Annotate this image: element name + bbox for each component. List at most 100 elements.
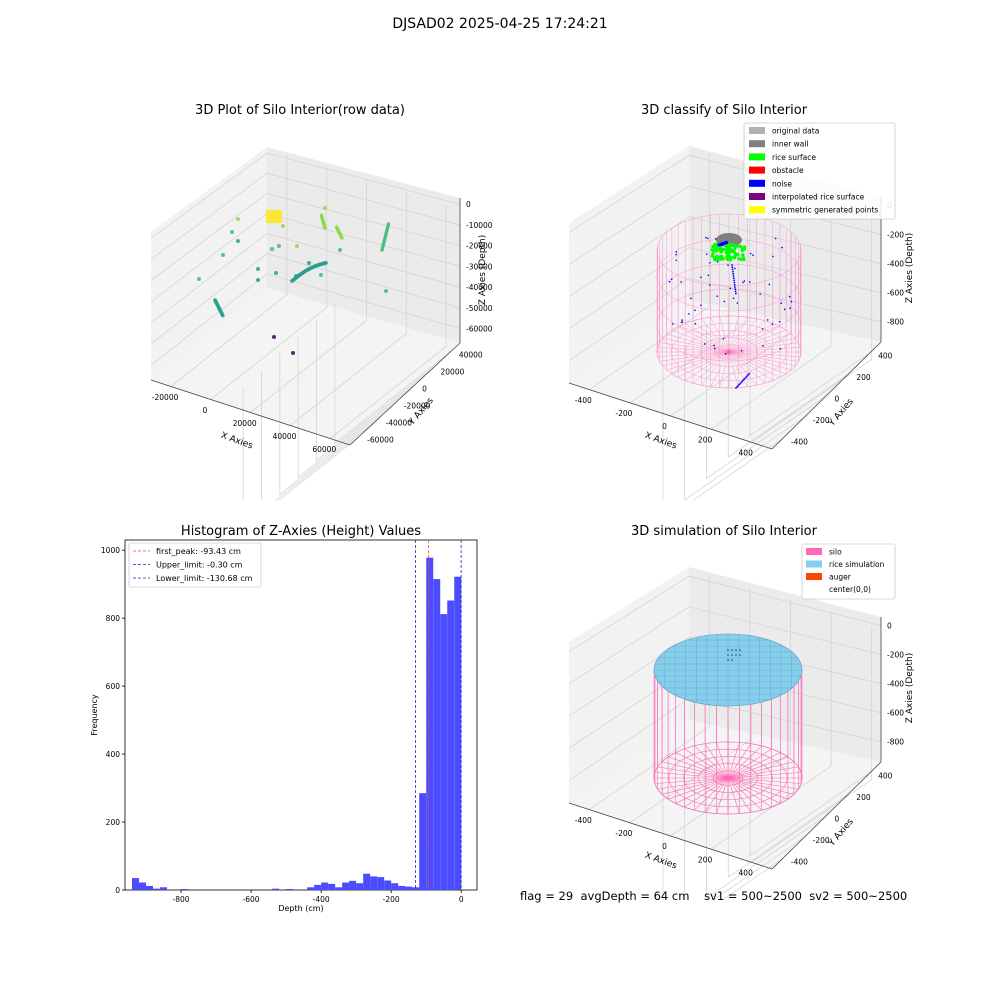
histogram-bar [356, 883, 364, 890]
classified-point [735, 387, 737, 389]
legend-label: auger [829, 573, 852, 582]
histogram-title: Histogram of Z-Axies (Height) Values [180, 524, 422, 539]
histogram-bar [272, 888, 280, 890]
z-tick-label: -400 [887, 680, 904, 689]
histogram-bar [342, 882, 350, 890]
raw-data-point [294, 274, 298, 278]
y-tick-label: 600 [106, 682, 121, 691]
x-axis-label: X Axies [643, 851, 678, 872]
x-tick-label: 400 [739, 869, 754, 878]
histogram-bar [419, 793, 427, 890]
z-tick-label: -30000 [466, 262, 493, 271]
auger-point [731, 654, 733, 656]
x-tick-label: 40000 [273, 432, 297, 441]
classified-point [694, 309, 696, 312]
raw-data-point [277, 244, 281, 248]
classified-point [731, 268, 734, 271]
y-tick-label: 400 [878, 352, 893, 361]
classified-point [670, 278, 673, 281]
histogram-bar [314, 884, 322, 890]
classified-point [734, 286, 736, 288]
classified-point [749, 281, 751, 283]
y-tick-label: -200 [813, 416, 830, 425]
raw-data-3d-plot: -20000 0 20000 40000 60000 40000 20000 0 -20000… [150, 147, 493, 500]
auger-point [735, 649, 737, 651]
histogram-bar [363, 873, 371, 890]
classified-point [734, 288, 737, 291]
classified-point [708, 284, 711, 286]
classify-legend: original data inner wall rice surface obsta… [743, 122, 896, 220]
classified-point [718, 255, 722, 259]
histogram-bar [377, 877, 385, 890]
y-tick-label: 40000 [459, 351, 483, 360]
classified-point [790, 300, 793, 303]
classified-point [707, 274, 710, 277]
legend-swatch [749, 153, 765, 161]
legend-swatch [749, 179, 765, 187]
classified-point [675, 251, 678, 253]
classified-point [743, 280, 746, 282]
x-tick-label: 20000 [233, 419, 257, 428]
x-axis-line [150, 379, 351, 446]
z-tick-label: -400 [887, 260, 904, 269]
x-tick-label: 0 [203, 406, 208, 415]
raw-data-point [319, 213, 324, 218]
legend-swatch [749, 193, 765, 200]
x-tick-label: -400 [575, 396, 592, 405]
simulation-legend: silo rice simulation auger center(0,0) [801, 543, 896, 600]
classified-point [719, 248, 723, 252]
y-tick-label: -60000 [367, 436, 394, 445]
classified-point [690, 297, 692, 300]
y-tick-label: 200 [856, 793, 871, 802]
classified-point [675, 253, 677, 256]
classified-point [732, 277, 735, 280]
classified-point [739, 381, 742, 384]
classified-point [713, 243, 717, 247]
classified-point [731, 264, 733, 266]
classified-point [724, 353, 727, 355]
y-axis-label: Y Axies [827, 817, 856, 849]
classified-point [736, 385, 739, 388]
legend-label: rice surface [772, 153, 816, 162]
classified-point [734, 252, 738, 256]
y-tick-label: 0 [835, 815, 840, 824]
x-axis-label: X Axies [219, 431, 254, 452]
classified-point [703, 343, 706, 345]
y-tick-label: -200 [813, 836, 830, 845]
legend-swatch [749, 127, 765, 134]
rice-simulation-surface [653, 633, 803, 707]
raw-data-point [230, 230, 234, 234]
histogram-bar [321, 882, 329, 890]
classified-point [783, 308, 786, 311]
classified-point [728, 249, 732, 253]
legend-label: original data [772, 127, 819, 136]
classified-point [712, 248, 716, 252]
y-tick-label: 800 [106, 614, 121, 623]
histogram-bar [349, 880, 357, 890]
histogram-bar [426, 557, 434, 890]
x-tick-label: -600 [243, 895, 260, 904]
histogram-bar [370, 876, 378, 890]
z-tick-label: -800 [887, 738, 904, 747]
classified-point [745, 375, 748, 378]
histogram-bar [412, 887, 420, 890]
histogram-bar [307, 887, 315, 890]
raw-data-point [307, 261, 311, 265]
histogram-bar [181, 888, 189, 890]
raw-data-point [281, 224, 285, 228]
classified-point [716, 247, 720, 251]
sv1-text: sv1 = 500~2500 [704, 889, 802, 903]
raw-data-point [338, 248, 342, 252]
y-tick-label: 0 [115, 886, 120, 895]
silo-center-marker [726, 349, 732, 355]
classified-point [741, 380, 743, 383]
auger-point [731, 649, 733, 651]
classified-point [681, 321, 684, 323]
sv2-text: sv2 = 500~2500 [809, 889, 908, 903]
classified-point [700, 276, 702, 279]
raw-plot-title: 3D Plot of Silo Interior(row data) [195, 103, 405, 118]
classified-point [700, 304, 702, 307]
classified-point [736, 302, 739, 304]
y-tick-label: 400 [106, 750, 121, 759]
classified-point [716, 295, 719, 297]
